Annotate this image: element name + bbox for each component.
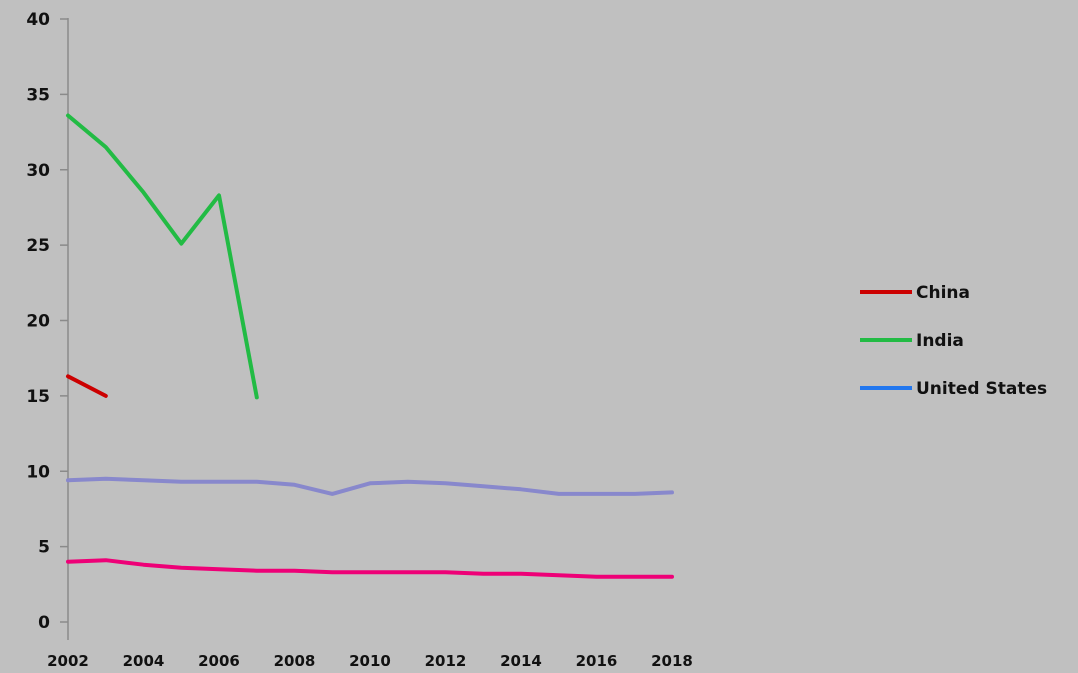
- series-layer: [66, 113, 674, 579]
- series-line-4: [66, 558, 674, 579]
- x-tick-label: 2016: [576, 652, 618, 670]
- y-ticks: 0 5 10 15 20 25 30 35 40: [26, 10, 68, 633]
- y-tick-label: 10: [26, 462, 50, 482]
- x-tick-label: 2006: [198, 652, 240, 670]
- x-tick-label: 2012: [425, 652, 467, 670]
- y-tick-label: 40: [26, 10, 50, 30]
- y-tick-label: 35: [26, 85, 50, 105]
- legend-label: United States: [916, 379, 1047, 399]
- x-tick-label: 2004: [123, 652, 165, 670]
- series-line-3: [66, 476, 674, 496]
- series-line-1: [66, 113, 259, 400]
- series-line-0: [66, 374, 108, 398]
- y-tick-label: 15: [26, 387, 50, 407]
- legend-label: India: [916, 331, 964, 351]
- y-tick-label: 0: [38, 613, 50, 633]
- x-tick-label: 2014: [500, 652, 542, 670]
- y-tick-label: 5: [38, 538, 50, 558]
- x-tick-label: 2018: [651, 652, 693, 670]
- y-tick-label: 25: [26, 236, 50, 256]
- legend-label: China: [916, 283, 970, 303]
- y-tick-label: 30: [26, 161, 50, 181]
- y-tick-label: 20: [26, 312, 50, 332]
- x-tick-label: 2002: [47, 652, 89, 670]
- x-tick-label: 2010: [349, 652, 391, 670]
- legend: China India United States: [860, 283, 1047, 399]
- x-tick-label: 2008: [274, 652, 316, 670]
- x-ticks: 2002 2004 2006 2008 2010 2012 2014 2016 2018: [47, 652, 693, 670]
